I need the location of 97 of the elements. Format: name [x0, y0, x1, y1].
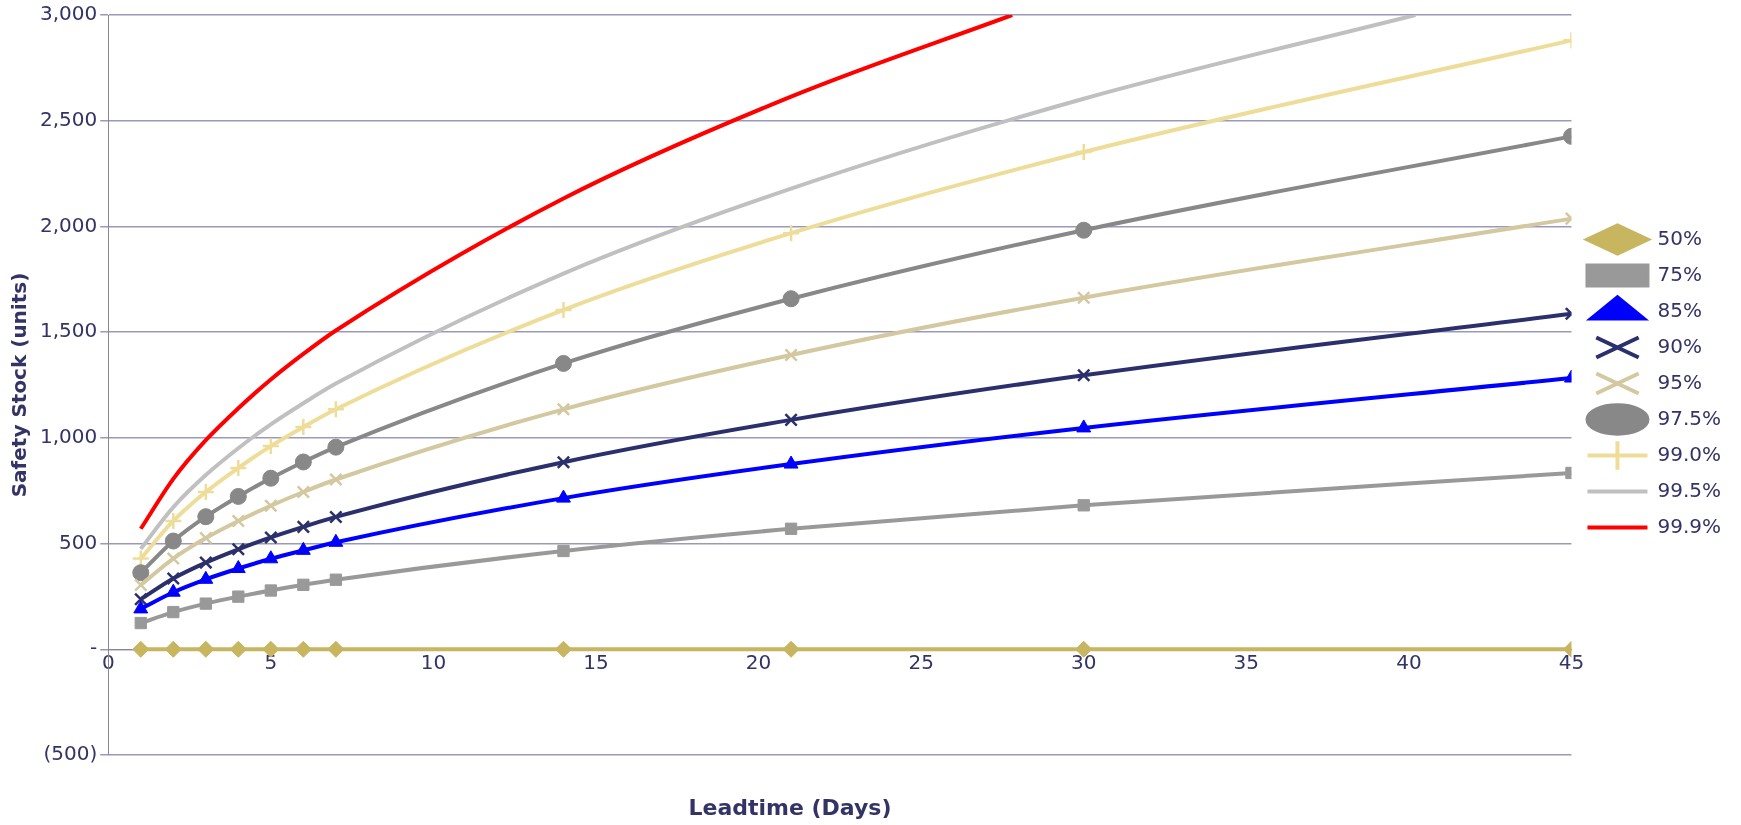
- y-tick-label: 1,500: [39, 318, 98, 343]
- point: [782, 290, 800, 308]
- point: [554, 640, 572, 658]
- point: [263, 550, 279, 564]
- point: [327, 640, 345, 658]
- point: [328, 510, 343, 524]
- point: [232, 590, 245, 603]
- point: [166, 551, 181, 566]
- point: [261, 436, 281, 456]
- point: [1076, 368, 1091, 383]
- y-tick-label: 500: [59, 529, 98, 554]
- point: [784, 412, 798, 427]
- point: [132, 640, 150, 658]
- x-tick-label: 40: [1396, 650, 1422, 675]
- point: [133, 600, 149, 614]
- point: [263, 530, 278, 545]
- point: [296, 485, 311, 499]
- point: [164, 640, 182, 658]
- point: [198, 531, 213, 545]
- legend-label: 90%: [1657, 333, 1702, 358]
- legend-label: 95%: [1657, 369, 1702, 394]
- legend-label: 97.5%: [1657, 405, 1722, 430]
- line-series: [138, 15, 1418, 551]
- point: [294, 640, 312, 658]
- point: [230, 560, 246, 574]
- point: [294, 453, 312, 471]
- point: [197, 640, 215, 658]
- point: [198, 570, 214, 584]
- point: [329, 573, 343, 586]
- point: [231, 542, 246, 557]
- point: [229, 487, 247, 505]
- point: [1076, 419, 1092, 433]
- point: [167, 605, 180, 619]
- y-tick-label: 1,000: [39, 424, 98, 449]
- point: [783, 455, 799, 469]
- x-tick-label: 15: [583, 650, 609, 675]
- x-tick-label: 30: [1071, 650, 1097, 675]
- point: [263, 498, 278, 513]
- legend-label: 99.0%: [1657, 441, 1722, 466]
- point: [784, 348, 798, 362]
- x-axis-title: Leadtime (Days): [687, 795, 893, 820]
- x-tick-label: 35: [1233, 650, 1260, 675]
- point: [1077, 499, 1090, 512]
- point: [229, 640, 247, 658]
- point: [782, 640, 800, 658]
- point: [1075, 221, 1093, 239]
- x-tick-label: 45: [1558, 650, 1585, 675]
- point: [1074, 142, 1093, 162]
- point: [199, 597, 212, 610]
- point: [326, 400, 346, 419]
- point: [264, 584, 277, 597]
- point: [295, 541, 311, 555]
- point: [229, 458, 248, 478]
- y-tick-label: (500): [43, 741, 98, 766]
- point: [133, 578, 148, 592]
- point: [133, 592, 148, 607]
- point: [262, 469, 280, 487]
- point: [164, 532, 182, 550]
- y-tick-label: -: [90, 635, 98, 660]
- point: [231, 514, 246, 528]
- legend-label: 75%: [1657, 261, 1702, 286]
- y-tick-label: 2,500: [39, 106, 98, 131]
- point: [328, 472, 343, 487]
- point: [166, 571, 181, 586]
- point: [556, 455, 571, 470]
- point: [554, 354, 572, 372]
- legend-label: 50%: [1657, 225, 1702, 250]
- point: [327, 438, 345, 456]
- y-axis-title: Safety Stock (units): [7, 272, 32, 498]
- point: [328, 533, 344, 547]
- point: [556, 489, 571, 503]
- point: [198, 555, 213, 570]
- x-tick-label: 20: [745, 650, 772, 675]
- point: [784, 522, 798, 535]
- legend-label: 99.9%: [1657, 513, 1722, 538]
- y-tick-label: 3,000: [39, 1, 98, 26]
- point: [164, 511, 183, 531]
- x-tick-label: 10: [420, 650, 447, 675]
- point: [1076, 290, 1091, 305]
- x-tick-label: 5: [264, 650, 278, 675]
- y-tick-label: 2,000: [39, 212, 98, 237]
- line-series: [138, 15, 1015, 531]
- point: [557, 544, 570, 558]
- point: [294, 417, 313, 437]
- point: [134, 616, 147, 630]
- point: [196, 482, 216, 502]
- point: [197, 508, 215, 526]
- legend-label: 99.5%: [1657, 477, 1722, 502]
- point: [165, 583, 181, 597]
- point: [556, 402, 571, 417]
- point: [296, 519, 311, 534]
- point: [132, 564, 150, 582]
- x-tick-label: 25: [908, 650, 934, 675]
- legend-label: 85%: [1657, 297, 1702, 322]
- point: [297, 578, 310, 591]
- point: [554, 300, 573, 320]
- point: [781, 223, 801, 243]
